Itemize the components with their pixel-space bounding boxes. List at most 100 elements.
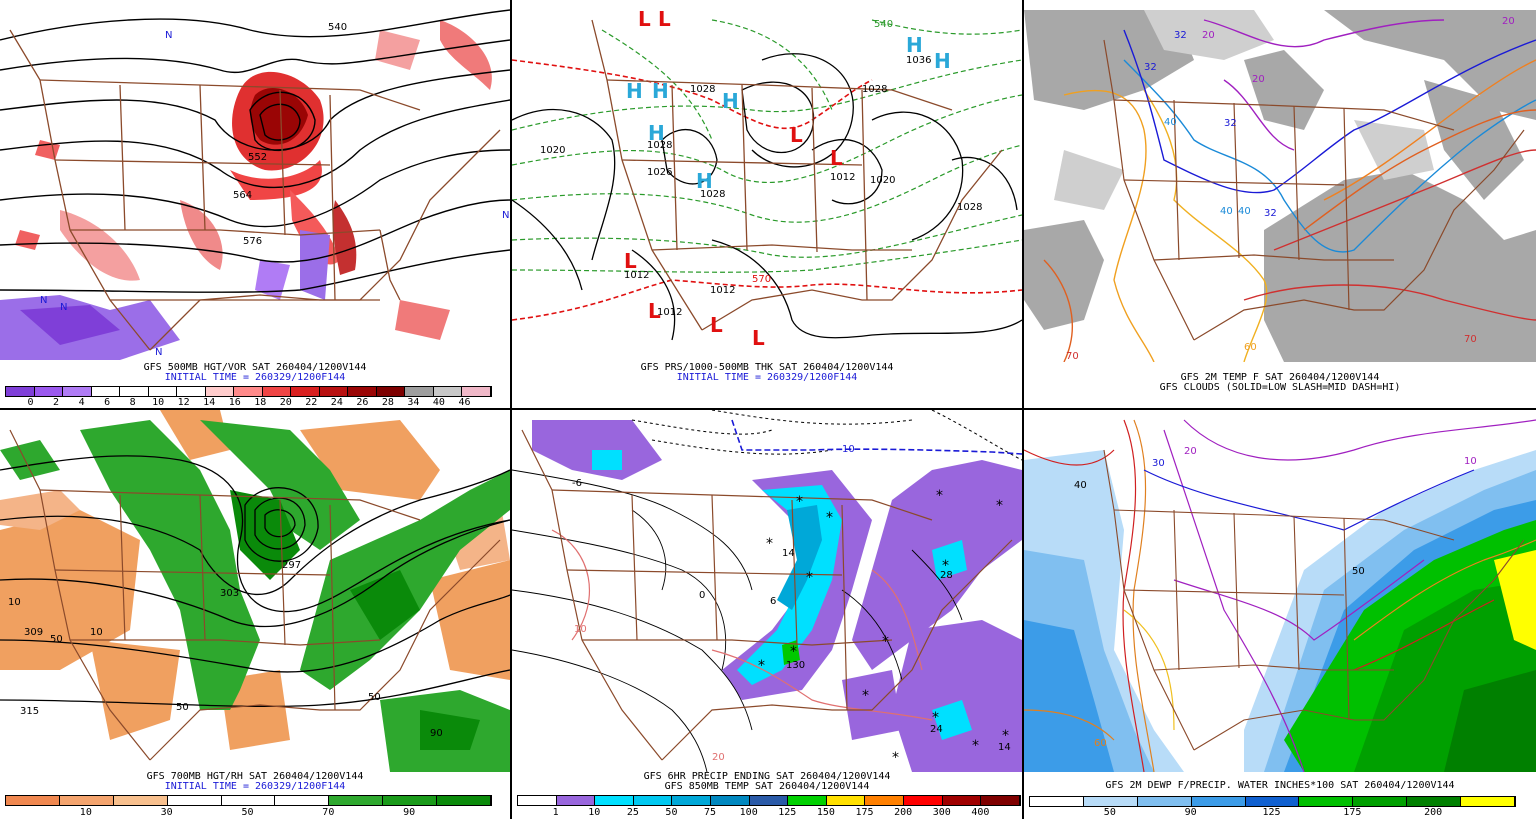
- temp-label: 32: [1264, 208, 1277, 219]
- svg-text:*: *: [1002, 728, 1009, 744]
- svg-text:*: *: [996, 498, 1003, 514]
- scale-swatch: [234, 387, 263, 396]
- scale-swatch: [437, 796, 491, 805]
- scale-swatch: [113, 796, 168, 805]
- scale-tick-label: 125: [778, 807, 797, 818]
- color-scale-ticks: 0 2 4 6 8 10 12 14 16 18 20 22 24 26 28 34 40 46: [5, 397, 490, 408]
- scale-swatch: [1191, 797, 1246, 806]
- color-scale: [517, 795, 1021, 806]
- map-2m-temp: 32 32 40 40 32 20 20 20 70 70 60 40 32: [1024, 0, 1536, 362]
- dewpoint-label: 60: [1094, 738, 1107, 749]
- scale-swatch: [556, 796, 596, 805]
- scale-tick-label: 8: [129, 397, 136, 408]
- svg-text:*: *: [766, 536, 773, 552]
- rh-label: 50: [50, 634, 63, 645]
- scale-tick-label: 50: [241, 807, 254, 818]
- panel-pressure-thickness: 1020 1028 1028 1026 1028 1020 1012 1012 …: [512, 0, 1022, 408]
- scale-tick-label: 200: [1424, 807, 1443, 818]
- scale-swatch: [91, 387, 121, 396]
- scale-swatch: [518, 796, 557, 805]
- high-pressure-marker: H: [934, 49, 951, 73]
- color-scale-ticks: 1 10 25 50 75 100 125 150 175 200 300 400: [517, 807, 1019, 818]
- low-pressure-marker: L: [830, 146, 843, 170]
- scale-swatch: [865, 796, 905, 805]
- temp-label: 40: [1164, 117, 1177, 128]
- panel-caption: GFS 2M TEMP F SAT 260404/1200V144: [1180, 372, 1380, 383]
- scale-swatch: [148, 387, 178, 396]
- svg-text:*: *: [862, 688, 869, 704]
- scale-tick-label: 12: [177, 397, 190, 408]
- temp-label: 70: [1464, 334, 1477, 345]
- scale-tick-label: 90: [403, 807, 416, 818]
- isobar-label: 1028: [862, 84, 887, 95]
- isobar-label: 1012: [830, 172, 855, 183]
- low-pressure-marker: L: [710, 313, 723, 337]
- scale-swatch: [329, 796, 384, 805]
- scale-swatch: [262, 387, 292, 396]
- contour-label: N: [155, 347, 162, 358]
- scale-tick-label: 28: [381, 397, 394, 408]
- panel-caption: GFS PRS/1000-500MB THK SAT 260404/1200V1…: [640, 362, 894, 373]
- scale-tick-label: 125: [1262, 807, 1281, 818]
- panel-caption: GFS 6HR PRECIP ENDING SAT 260404/1200V14…: [643, 771, 891, 782]
- temp-label: 70: [1066, 351, 1079, 362]
- panel-2m-temp-clouds: 32 32 40 40 32 20 20 20 70 70 60 40 32 G…: [1024, 0, 1536, 408]
- scale-swatch: [749, 796, 789, 805]
- contour-label: N: [60, 302, 67, 313]
- scale-swatch: [462, 387, 491, 396]
- contour-label: N: [40, 295, 47, 306]
- temp-label: 0: [699, 590, 705, 601]
- scale-tick-label: 34: [407, 397, 420, 408]
- temp-label: 40: [1238, 206, 1251, 217]
- svg-text:*: *: [932, 710, 939, 726]
- scale-tick-label: 10: [588, 807, 601, 818]
- low-pressure-marker: L: [624, 249, 637, 273]
- temp-label: 20: [1502, 16, 1515, 27]
- scale-tick-label: 10: [152, 397, 165, 408]
- scale-tick-label: 90: [1184, 807, 1197, 818]
- scale-swatch: [633, 796, 673, 805]
- temp-label: 32: [1224, 118, 1237, 129]
- temp-label: 14: [782, 548, 795, 559]
- color-scale: [5, 795, 492, 806]
- height-label: 315: [20, 706, 39, 717]
- scale-tick-label: 175: [855, 807, 874, 818]
- svg-text:*: *: [942, 558, 949, 574]
- contour-label: 564: [233, 190, 252, 201]
- contour-label: 540: [328, 22, 347, 33]
- scale-tick-label: 50: [1103, 807, 1116, 818]
- high-pressure-marker: H: [626, 79, 643, 103]
- scale-tick-label: 175: [1343, 807, 1362, 818]
- low-pressure-marker: L: [658, 7, 671, 31]
- scale-swatch: [595, 796, 634, 805]
- panel-caption: GFS 700MB HGT/RH SAT 260404/1200V144: [146, 771, 364, 782]
- scale-swatch: [711, 796, 750, 805]
- scale-swatch: [34, 387, 64, 396]
- scale-swatch: [981, 796, 1020, 805]
- scale-tick-label: 25: [626, 807, 639, 818]
- scale-tick-label: 30: [160, 807, 173, 818]
- isobar-label: 1020: [870, 175, 895, 186]
- scale-tick-label: 16: [228, 397, 241, 408]
- isobar-label: 1036: [906, 55, 931, 66]
- scale-swatch: [291, 387, 320, 396]
- scale-swatch: [6, 387, 35, 396]
- scale-tick-label: 20: [279, 397, 292, 408]
- svg-text:*: *: [972, 738, 979, 754]
- scale-swatch: [383, 796, 437, 805]
- scale-swatch: [63, 387, 92, 396]
- scale-swatch: [120, 387, 149, 396]
- temp-label: 20: [712, 752, 725, 763]
- scale-swatch: [167, 796, 222, 805]
- scale-swatch: [6, 796, 60, 805]
- scale-swatch: [904, 796, 943, 805]
- svg-text:*: *: [758, 658, 765, 674]
- isobar-label: 1012: [624, 270, 649, 281]
- scale-swatch: [433, 387, 463, 396]
- panel-700mb-rh: 309 303 297 315 50 50 50 90 10 10 GFS 70…: [0, 410, 510, 819]
- rh-label: 50: [176, 702, 189, 713]
- scale-swatch: [275, 796, 330, 805]
- isobar-label: 1028: [647, 140, 672, 151]
- panel-dewpoint-pwat: 40 30 20 10 50 60 GFS 2M DEWP F/PRECIP. …: [1024, 410, 1536, 819]
- scale-tick-label: 14: [203, 397, 216, 408]
